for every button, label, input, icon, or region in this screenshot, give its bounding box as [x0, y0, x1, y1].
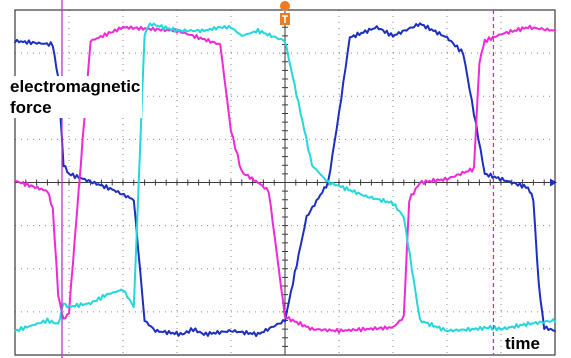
trigger-icon [282, 15, 288, 23]
trace-blue [14, 22, 556, 338]
trigger-icon [280, 1, 290, 11]
trace-magenta [14, 24, 556, 334]
trace-cyan [14, 22, 556, 333]
traces [14, 22, 556, 338]
y-axis-label: electromagnetic force [8, 76, 143, 118]
x-axis-label: time [503, 333, 542, 354]
markers [61, 0, 557, 358]
ground-level-arrow-icon [550, 178, 557, 187]
